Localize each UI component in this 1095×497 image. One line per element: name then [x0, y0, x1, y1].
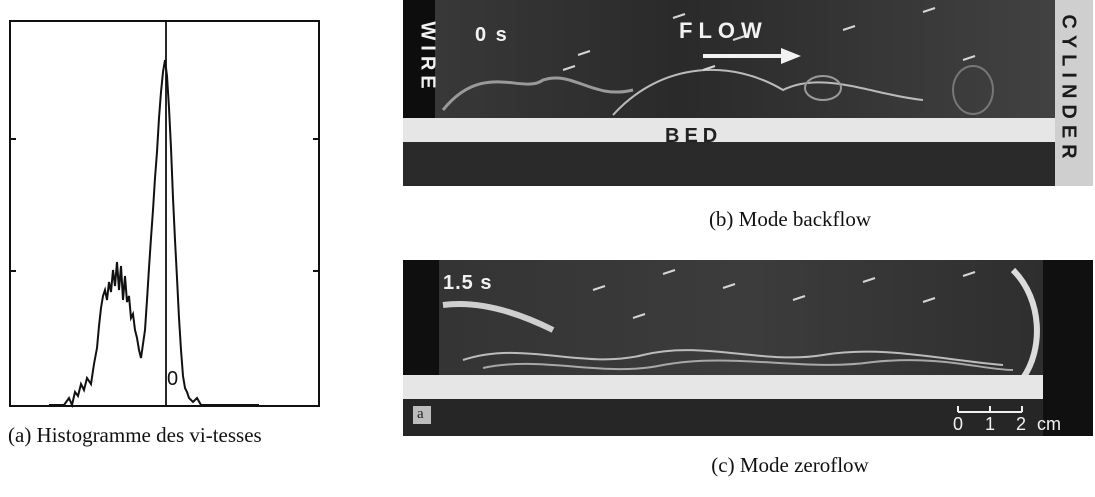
scale-label-2: 2	[1016, 414, 1026, 435]
velocity-histogram: 0	[9, 0, 321, 408]
time-label-b: 0 s	[475, 24, 509, 47]
zero-label: 0	[167, 368, 178, 390]
scale-label-unit: cm	[1037, 414, 1061, 435]
histogram-curve	[49, 60, 259, 405]
wire-label: WIRE	[416, 21, 439, 93]
scale-label-1: 1	[985, 414, 995, 435]
cylinder-strip	[1043, 260, 1093, 436]
corner-label: a	[417, 406, 424, 423]
caption-a: (a) Histogramme des vi-tesses	[8, 421, 330, 449]
photo-zeroflow: 1.5 s a 0 1 2 cm	[403, 260, 1093, 436]
scale-label-0: 0	[953, 414, 963, 435]
cylinder-label: CYLINDER	[1057, 14, 1080, 164]
flow-label: FLOW	[679, 18, 768, 44]
bed-label: BED	[665, 125, 722, 148]
caption-c: (c) Mode zeroflow	[640, 451, 940, 479]
time-label-c: 1.5 s	[443, 272, 492, 295]
bed-surface	[403, 118, 1055, 142]
photo-backflow: 0 s FLOW BED WIRE CYLINDER	[403, 0, 1093, 186]
caption-b: (b) Mode backflow	[640, 205, 940, 233]
bed-surface	[403, 375, 1043, 399]
wire-strip	[403, 260, 439, 375]
histogram-frame	[10, 21, 319, 406]
